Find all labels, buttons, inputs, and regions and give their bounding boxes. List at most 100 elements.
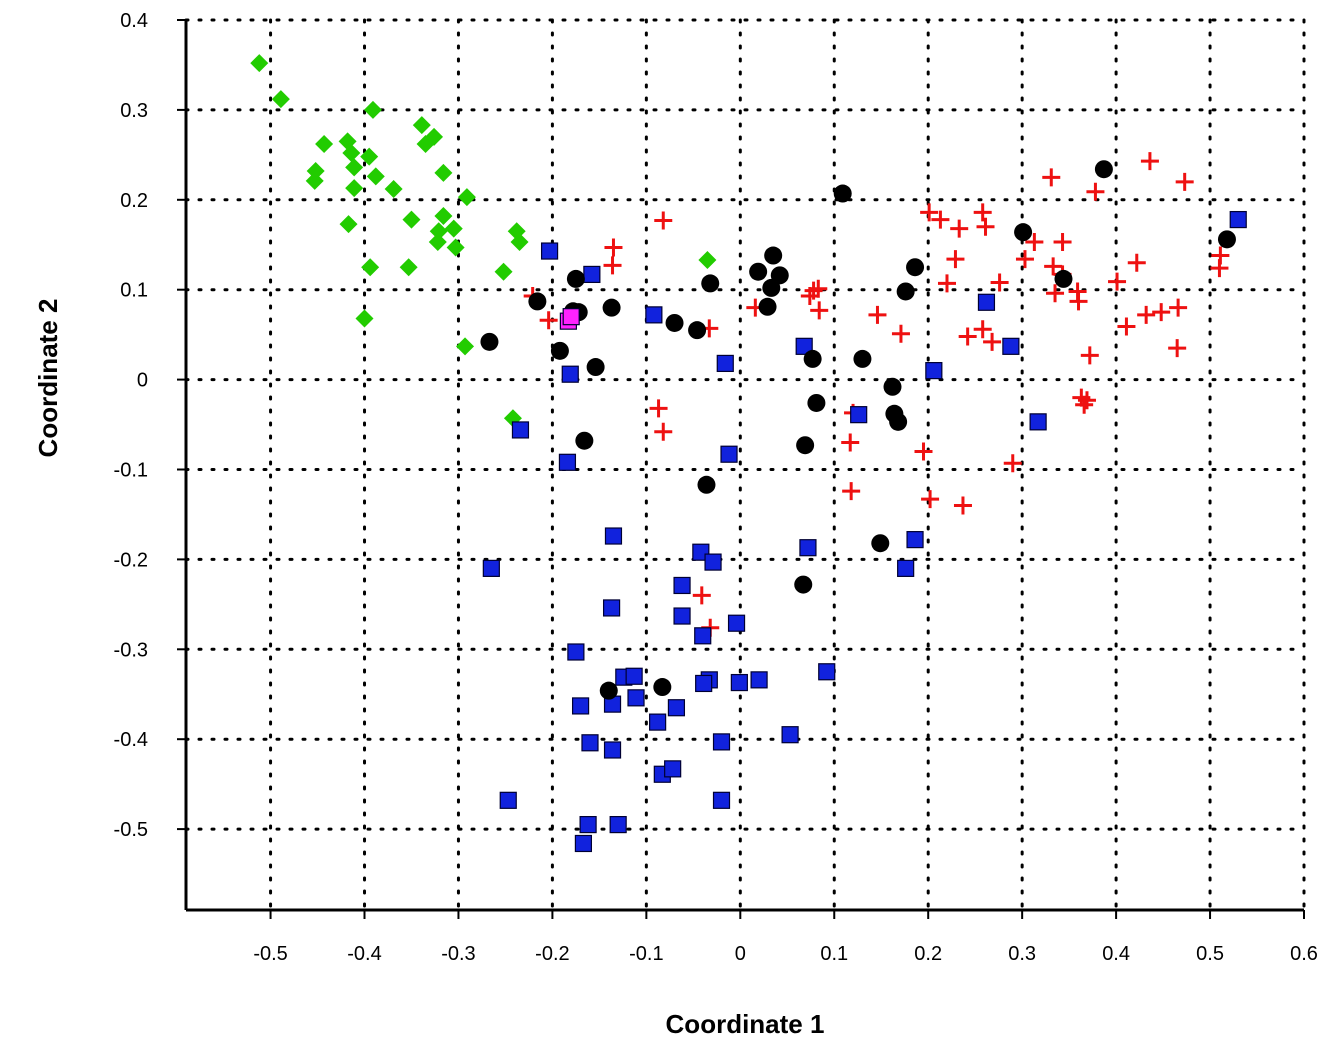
diamond-point — [457, 188, 476, 207]
diamond-point — [434, 206, 453, 225]
square-point — [720, 445, 738, 463]
square-point — [667, 699, 686, 717]
plus-point — [1046, 284, 1065, 303]
diamond-point — [355, 309, 374, 328]
plus-point — [891, 324, 910, 343]
square-point — [799, 539, 817, 557]
plus-point — [841, 433, 860, 452]
plus-point — [1108, 272, 1127, 291]
y-tick-label: -0.2 — [114, 549, 148, 571]
circle-point — [1094, 160, 1113, 179]
plus-point — [842, 482, 861, 501]
circle-point — [883, 377, 902, 396]
square-point — [977, 293, 996, 311]
circle-point — [803, 349, 822, 368]
square-point — [695, 674, 713, 693]
series-4-square — [559, 308, 580, 330]
diamond-point — [339, 215, 358, 234]
circle-point — [906, 258, 925, 277]
square-point — [673, 607, 691, 625]
plus-point — [953, 496, 972, 515]
diamond-point — [366, 167, 385, 186]
square-point — [645, 306, 663, 324]
data-points — [250, 54, 1247, 853]
plus-point — [1075, 395, 1094, 414]
square-point — [602, 599, 621, 617]
square-point — [727, 614, 746, 632]
plus-point — [868, 305, 887, 324]
square-point — [558, 453, 577, 471]
plus-point — [539, 311, 558, 330]
plus-point — [1140, 152, 1159, 171]
diamond-point — [698, 251, 717, 270]
square-point — [694, 627, 712, 645]
diamond-point — [446, 238, 465, 257]
plus-point — [937, 274, 956, 293]
plus-point — [921, 490, 940, 509]
circle-point — [1054, 269, 1073, 288]
x-tick-label: 0.6 — [1290, 943, 1318, 965]
circle-point — [764, 246, 783, 265]
square-point — [499, 791, 517, 809]
diamond-point — [456, 337, 475, 356]
plus-point — [1168, 339, 1187, 358]
square-point — [540, 242, 559, 260]
square-point — [897, 559, 915, 577]
y-tick-label: 0.2 — [120, 190, 148, 212]
diamond-point — [402, 210, 421, 229]
diamond-point — [360, 147, 379, 166]
series-0-diamond — [250, 54, 717, 428]
x-tick-label: -0.3 — [441, 943, 475, 965]
plus-point — [958, 327, 977, 346]
diamond-point — [425, 127, 444, 146]
square-point — [482, 559, 500, 577]
circle-point — [566, 269, 585, 288]
tick-labels: -0.5 -0.4 -0.3 -0.2 -0.1 0 0.1 0.2 0.3 0.4 0.5 0.6 -… — [114, 10, 1318, 965]
circle-point — [796, 436, 815, 455]
circle-point — [749, 262, 768, 281]
plus-point — [1169, 298, 1188, 317]
diamond-point — [384, 180, 403, 199]
plus-point — [604, 238, 623, 257]
circle-point — [1217, 230, 1236, 249]
circle-point — [794, 575, 813, 594]
diamond-point — [345, 158, 364, 177]
plus-point — [931, 210, 950, 229]
plus-point — [1086, 182, 1105, 201]
square-point — [625, 667, 643, 685]
square-point — [795, 337, 813, 355]
diamond-point — [361, 258, 380, 277]
square-point — [1029, 413, 1047, 431]
square-point — [716, 354, 734, 373]
diamond-point — [399, 258, 418, 277]
diamond-point — [428, 233, 447, 252]
square-point — [781, 726, 799, 744]
circle-point — [896, 282, 915, 301]
y-tick-label: 0 — [137, 370, 148, 392]
x-tick-label: 0.1 — [820, 943, 848, 965]
plus-point — [983, 332, 1002, 351]
diamond-point — [412, 116, 431, 135]
circle-point — [1014, 223, 1033, 242]
x-tick-label: -0.1 — [629, 943, 663, 965]
square-point — [562, 308, 580, 326]
plus-point — [1042, 168, 1061, 187]
plus-point — [1077, 391, 1096, 410]
series-3-circle — [480, 160, 1236, 700]
plus-point — [914, 442, 933, 461]
diamond-point — [434, 163, 453, 182]
circle-point — [758, 297, 777, 316]
diamond-point — [305, 171, 324, 190]
plus-point — [649, 399, 668, 418]
circle-point — [688, 321, 707, 340]
plus-point — [809, 279, 828, 298]
diamond-point — [494, 262, 513, 281]
diamond-point — [250, 54, 269, 73]
y-tick-label: -0.3 — [114, 639, 148, 661]
square-point — [579, 815, 597, 834]
plus-point — [1137, 305, 1156, 324]
x-tick-label: 0.2 — [914, 943, 942, 965]
diamond-point — [271, 90, 290, 109]
plus-point — [950, 219, 969, 238]
